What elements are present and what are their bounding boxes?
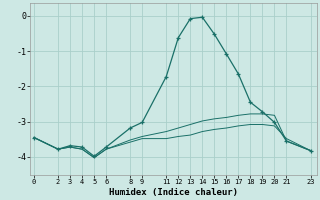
X-axis label: Humidex (Indice chaleur): Humidex (Indice chaleur) bbox=[109, 188, 238, 197]
